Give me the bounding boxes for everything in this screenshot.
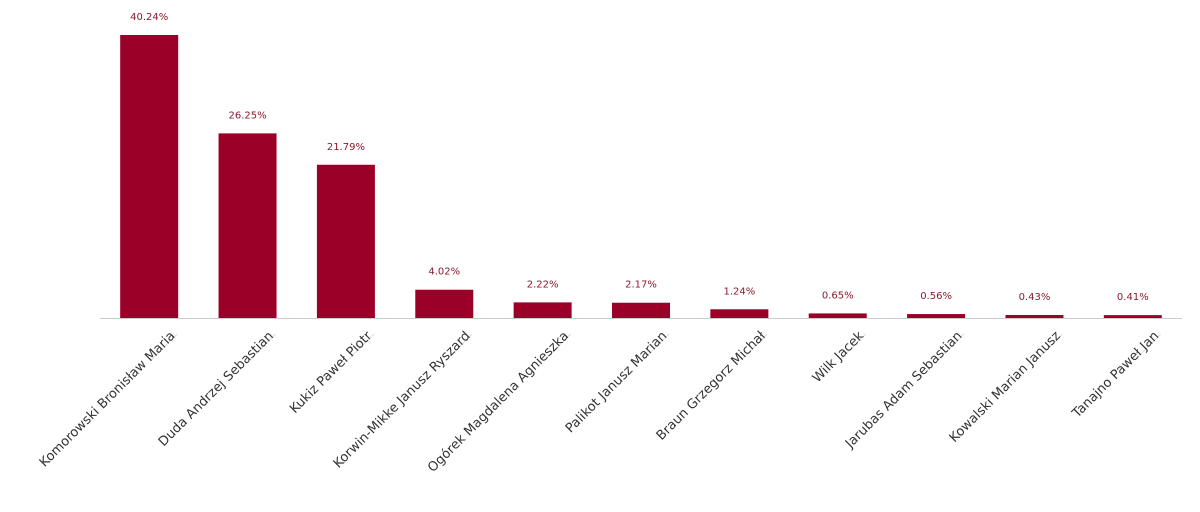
label-guide [445,333,473,361]
label-guide [150,333,178,361]
value-label: 21.79% [327,142,365,153]
value-label: 40.24% [130,12,168,23]
x-tick-label: Kukiz Paweł Piotr [287,328,375,416]
x-tick-label: Palikot Janusz Marian [563,329,671,437]
x-tick-label: Kowalski Marian Janusz [947,329,1064,446]
bar [808,313,867,318]
value-label: 4.02% [428,267,460,278]
label-guide [1134,333,1162,361]
value-label: 0.41% [1117,292,1149,303]
bar [513,302,572,318]
x-tick-label: Braun Grzegorz Michał [654,328,769,443]
value-label: 0.56% [920,291,952,302]
value-label: 1.24% [723,286,755,297]
label-guide [839,333,867,361]
x-tick-label: Komorowski Bronisław Maria [37,329,179,471]
bar [907,314,966,318]
bar [120,35,179,318]
value-label: 0.65% [822,290,854,301]
label-guide [249,333,276,361]
value-label: 2.17% [625,280,657,291]
label-guide [642,333,670,361]
x-tick-label: Jarubas Adam Sebastian [842,329,965,452]
bar [218,133,277,318]
x-tick-label: Tanajno Paweł Jan [1069,329,1162,422]
x-tick-label: Duda Andrzej Sebastian [156,329,277,450]
value-label: 0.43% [1019,292,1051,303]
label-guide [937,333,965,361]
bar [316,164,375,318]
bar [612,302,670,318]
label-guide [347,333,375,361]
x-tick-label: Wilk Jacek [810,328,868,386]
bar [415,289,474,318]
label-guide [544,333,571,361]
value-label: 2.22% [527,279,559,290]
bar [710,309,769,318]
value-label: 26.25% [228,110,266,121]
bar [1103,315,1162,318]
label-guide [1036,333,1063,361]
bar [1005,314,1064,318]
label-guide [741,333,768,361]
